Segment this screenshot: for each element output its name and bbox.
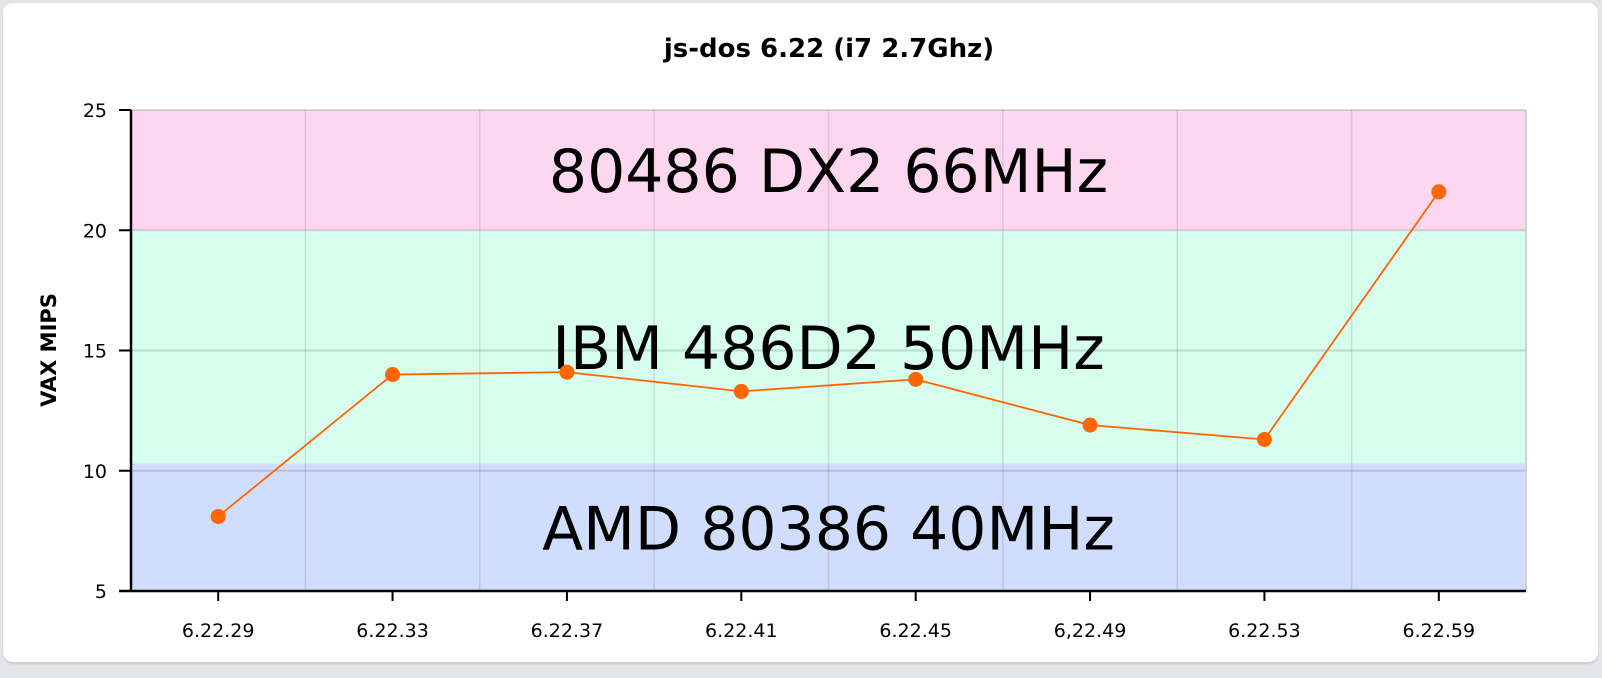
y-tick-label: 5 [95,581,107,603]
data-point-marker [385,367,401,383]
axes: 5 10 15 20 25 6.22.29 6.22.33 6.22.37 6.22.41 6.2… [83,100,1526,642]
y-tick-label: 15 [83,341,107,363]
x-tick-label: 6.22.29 [182,620,255,642]
band-labels: 80486 DX2 66MHz IBM 486D2 50MHz AMD 80386 … [542,137,1115,564]
y-tick-label: 20 [83,220,107,242]
chart-title: js-dos 6.22 (i7 2.7Ghz) [663,34,994,64]
x-tick-label: 6,22.49 [1054,620,1127,642]
band-label: AMD 80386 40MHz [542,494,1115,564]
x-tick-label: 6.22.41 [705,620,778,642]
x-tick-label: 6.22.53 [1228,620,1301,642]
y-axis-label: VAX MIPS [37,293,61,407]
data-point-marker [733,383,749,399]
data-point-marker [1431,184,1447,200]
data-point-marker [1082,417,1098,433]
band-region [131,110,1526,231]
data-point-marker [210,508,226,524]
band-label: IBM 486D2 50MHz [552,314,1104,384]
data-series [210,184,1447,524]
series-line [217,191,1440,518]
band-region [131,463,1526,591]
y-tick-label: 25 [83,100,107,122]
x-tick-label: 6.22.59 [1403,620,1476,642]
performance-bands [131,110,1526,591]
data-point-marker [559,364,575,380]
x-tick-label: 6.22.37 [531,620,604,642]
band-region [131,230,1526,464]
data-point-marker [908,371,924,387]
band-label: 80486 DX2 66MHz [549,137,1108,207]
y-tick-label: 10 [83,461,107,483]
x-tick-label: 6.22.33 [356,620,429,642]
x-tick-label: 6.22.45 [879,620,952,642]
data-point-marker [1256,431,1272,447]
